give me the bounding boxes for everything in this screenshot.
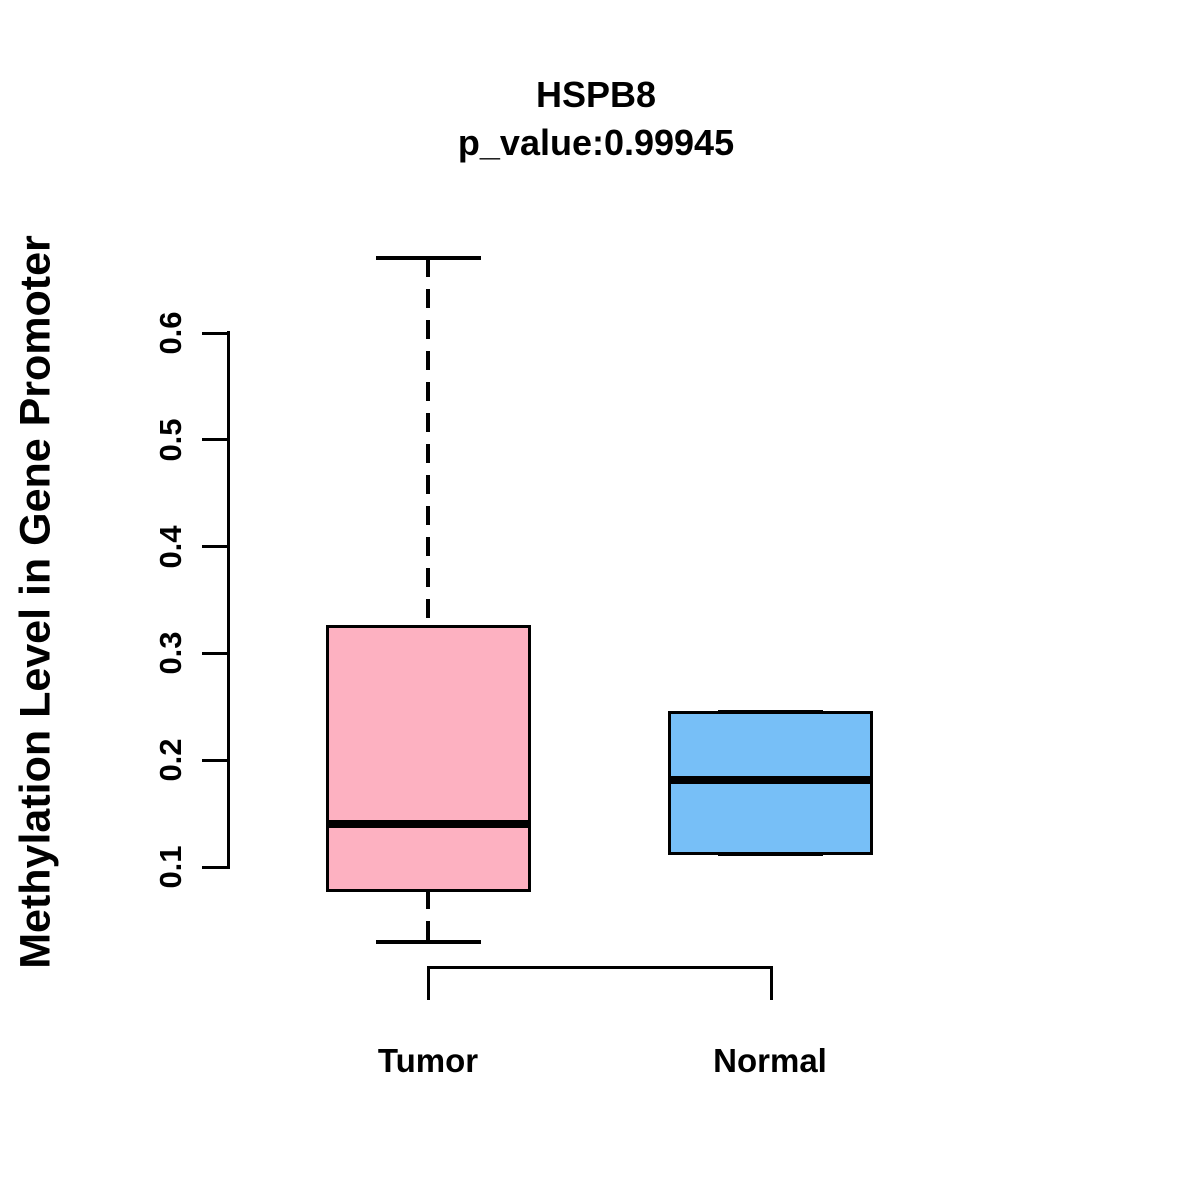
median-line-normal — [667, 776, 873, 785]
y-tick — [202, 865, 230, 869]
whisker-cap-low-tumor — [375, 939, 481, 944]
x-axis-line — [427, 966, 773, 969]
y-axis-line — [227, 331, 230, 869]
whisker-cap-high-tumor — [375, 256, 481, 261]
y-tick-label: 0.1 — [153, 845, 188, 889]
x-tick-label-tumor: Tumor — [377, 1042, 479, 1079]
chart-title: HSPB8 — [535, 74, 657, 115]
median-line-tumor — [325, 820, 531, 829]
y-tick — [202, 331, 230, 335]
y-tick — [202, 758, 230, 762]
y-tick — [202, 438, 230, 442]
box-tumor — [325, 625, 531, 892]
whisker-lower-tumor — [426, 890, 430, 942]
y-tick — [202, 545, 230, 549]
y-axis-title: Methylation Level in Gene Promoter — [11, 235, 60, 969]
x-axis-tick-tumor — [427, 966, 430, 1000]
y-tick-label: 0.5 — [153, 418, 188, 462]
whisker-upper-tumor — [426, 258, 430, 627]
x-axis-tick-normal — [770, 966, 773, 1000]
y-tick-label: 0.6 — [153, 311, 188, 355]
y-tick-label: 0.3 — [153, 631, 188, 675]
y-tick-label: 0.4 — [153, 525, 188, 569]
x-tick-label-normal: Normal — [713, 1042, 827, 1079]
chart-subtitle: p_value:0.99945 — [457, 122, 735, 163]
y-tick-label: 0.2 — [153, 738, 188, 782]
y-tick — [202, 651, 230, 655]
